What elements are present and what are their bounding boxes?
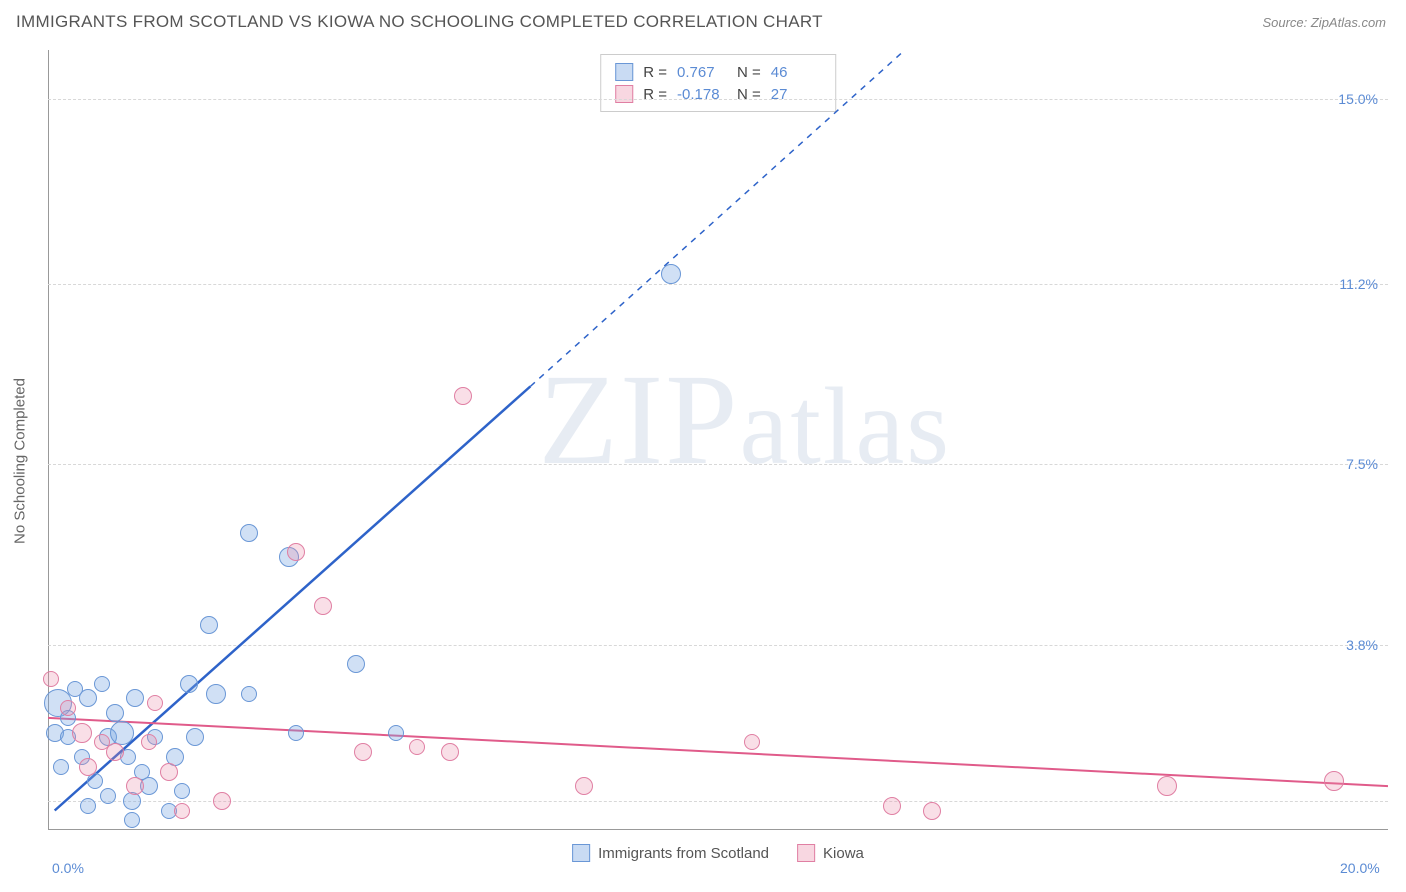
legend-item-scotland: Immigrants from Scotland: [572, 844, 769, 862]
scatter-chart: No Schooling Completed ZIPatlas R = 0.76…: [48, 50, 1388, 872]
data-point: [213, 792, 231, 810]
data-point: [1324, 771, 1344, 791]
data-point: [106, 704, 124, 722]
data-point: [206, 684, 226, 704]
r-value-scotland: 0.767: [677, 64, 727, 81]
trend-lines: [48, 50, 1388, 872]
chart-source: Source: ZipAtlas.com: [1262, 15, 1386, 30]
data-point: [409, 739, 425, 755]
data-point: [174, 803, 190, 819]
legend-row-kiowa: R = -0.178 N = 27: [615, 83, 821, 105]
n-value-kiowa: 27: [771, 86, 821, 103]
data-point: [60, 700, 76, 716]
n-value-scotland: 46: [771, 64, 821, 81]
data-point: [160, 763, 178, 781]
data-point: [79, 689, 97, 707]
legend-row-scotland: R = 0.767 N = 46: [615, 61, 821, 83]
data-point: [53, 759, 69, 775]
data-point: [72, 723, 92, 743]
plot-area: ZIPatlas R = 0.767 N = 46 R = -0.178 N =…: [48, 50, 1388, 872]
series-legend: Immigrants from Scotland Kiowa: [572, 844, 864, 862]
data-point: [241, 686, 257, 702]
chart-title: IMMIGRANTS FROM SCOTLAND VS KIOWA NO SCH…: [16, 12, 823, 32]
legend-label-scotland: Immigrants from Scotland: [598, 845, 769, 862]
data-point: [126, 689, 144, 707]
data-point: [923, 802, 941, 820]
data-point: [147, 695, 163, 711]
data-point: [288, 725, 304, 741]
data-point: [186, 728, 204, 746]
r-value-kiowa: -0.178: [677, 86, 727, 103]
data-point: [100, 788, 116, 804]
y-tick-label: 11.2%: [1339, 276, 1378, 292]
data-point: [1157, 776, 1177, 796]
data-point: [126, 777, 144, 795]
data-point: [124, 812, 140, 828]
watermark: ZIPatlas: [539, 345, 952, 495]
data-point: [174, 783, 190, 799]
gridline: [48, 801, 1388, 802]
data-point: [575, 777, 593, 795]
swatch-scotland-icon: [615, 63, 633, 81]
data-point: [106, 743, 124, 761]
data-point: [287, 543, 305, 561]
y-tick-label: 7.5%: [1346, 456, 1378, 472]
chart-header: IMMIGRANTS FROM SCOTLAND VS KIOWA NO SCH…: [0, 0, 1406, 40]
data-point: [883, 797, 901, 815]
swatch-kiowa-icon: [797, 844, 815, 862]
data-point: [79, 758, 97, 776]
data-point: [388, 725, 404, 741]
data-point: [200, 616, 218, 634]
data-point: [141, 734, 157, 750]
swatch-kiowa-icon: [615, 85, 633, 103]
data-point: [94, 676, 110, 692]
gridline: [48, 284, 1388, 285]
gridline: [48, 99, 1388, 100]
data-point: [661, 264, 681, 284]
gridline: [48, 464, 1388, 465]
y-tick-label: 3.8%: [1346, 637, 1378, 653]
data-point: [240, 524, 258, 542]
data-point: [87, 773, 103, 789]
data-point: [110, 721, 134, 745]
x-axis-line: [48, 829, 1388, 830]
data-point: [354, 743, 372, 761]
data-point: [180, 675, 198, 693]
y-axis-label: No Schooling Completed: [12, 378, 29, 544]
data-point: [454, 387, 472, 405]
data-point: [347, 655, 365, 673]
data-point: [314, 597, 332, 615]
x-tick-label: 0.0%: [52, 860, 84, 876]
x-tick-label: 20.0%: [1340, 860, 1380, 876]
legend-label-kiowa: Kiowa: [823, 845, 864, 862]
data-point: [744, 734, 760, 750]
data-point: [43, 671, 59, 687]
swatch-scotland-icon: [572, 844, 590, 862]
y-tick-label: 15.0%: [1338, 91, 1378, 107]
correlation-legend: R = 0.767 N = 46 R = -0.178 N = 27: [600, 54, 836, 112]
legend-item-kiowa: Kiowa: [797, 844, 864, 862]
gridline: [48, 645, 1388, 646]
data-point: [80, 798, 96, 814]
data-point: [441, 743, 459, 761]
